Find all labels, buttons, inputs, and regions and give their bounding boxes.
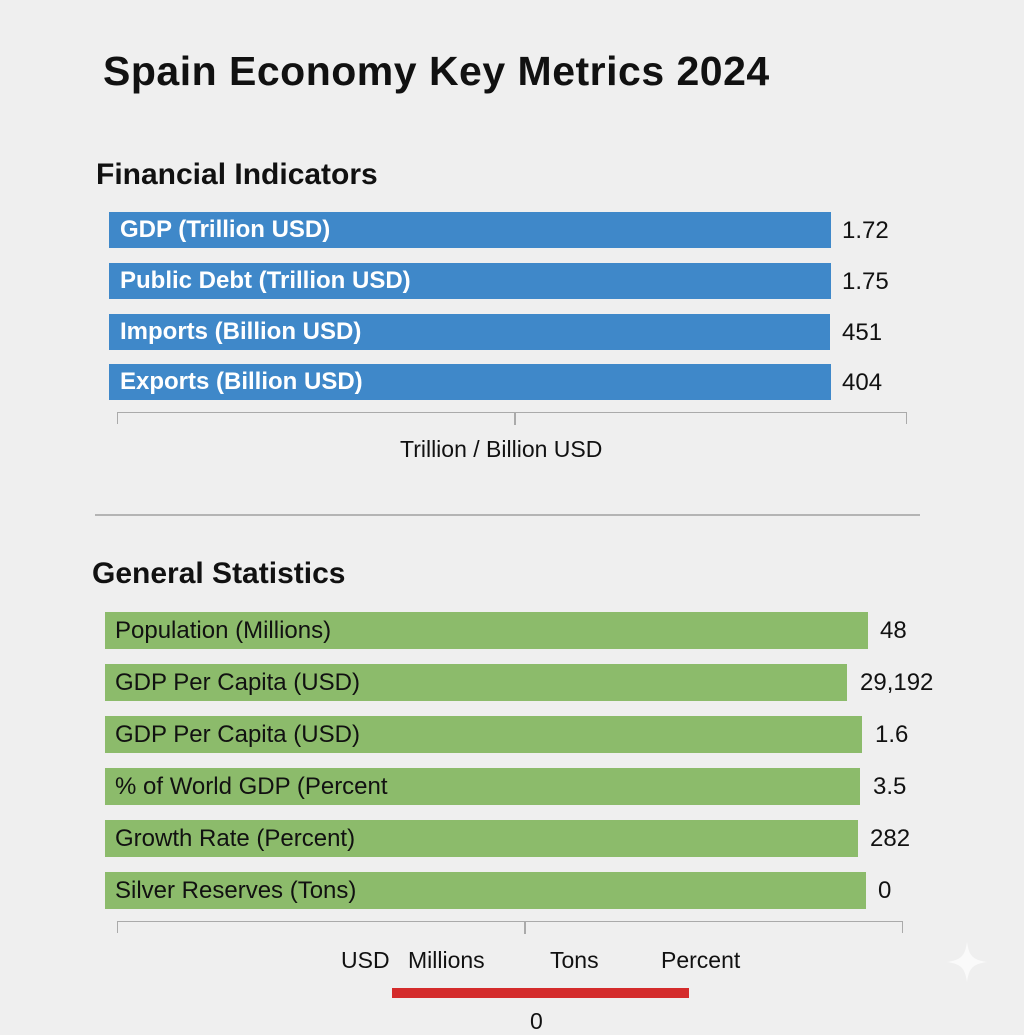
bar: GDP (Trillion USD) — [109, 212, 831, 248]
x-axis-label-millions: Millions — [408, 947, 485, 973]
bar-value-label: 48 — [880, 617, 907, 644]
bar-label: Imports (Billion USD) — [120, 318, 362, 345]
x-axis-label-percent: Percent — [661, 947, 741, 973]
bar: Silver Reserves (Tons) — [105, 872, 866, 909]
axis-tick — [524, 922, 526, 934]
bar-value-label: 1.72 — [842, 217, 889, 244]
bar-label: Population (Millions) — [115, 616, 332, 644]
general-x-axis — [117, 921, 903, 934]
bar: Imports (Billion USD) — [109, 314, 830, 350]
page-title: Spain Economy Key Metrics 2024 — [103, 48, 770, 94]
bar-label: GDP Per Capita (USD) — [115, 668, 360, 696]
axis-tick — [514, 413, 516, 425]
bar-value-label: 1.6 — [875, 721, 909, 748]
bar-label: % of World GDP (Percent — [115, 772, 388, 800]
bar-label: GDP (Trillion USD) — [120, 216, 331, 243]
sparkle-icon — [947, 942, 987, 982]
bar: GDP Per Capita (USD) — [105, 664, 847, 701]
bar: % of World GDP (Percent — [105, 768, 860, 805]
bar: Public Debt (Trillion USD) — [109, 263, 831, 299]
bar-value-label: 404 — [842, 369, 883, 396]
axis-zero-label: 0 — [530, 1008, 543, 1034]
bar-label: Exports (Billion USD) — [120, 368, 363, 395]
general-statistics-title: General Statistics — [92, 557, 346, 590]
bar-value-label: 29,192 — [860, 669, 934, 696]
financial-x-axis — [117, 412, 907, 425]
bar-value-label: 0 — [878, 877, 892, 904]
red-accent-bar — [392, 988, 689, 998]
x-axis-label-usd: USD — [341, 947, 390, 973]
bar: GDP Per Capita (USD) — [105, 716, 862, 753]
bar-value-label: 282 — [870, 825, 911, 852]
bar: Population (Millions) — [105, 612, 868, 649]
x-axis-label-tons: Tons — [550, 947, 599, 973]
bar-label: GDP Per Capita (USD) — [115, 720, 360, 748]
bar-label: Growth Rate (Percent) — [115, 824, 356, 852]
bar: Exports (Billion USD) — [109, 364, 831, 400]
financial-indicators-title: Financial Indicators — [96, 158, 378, 191]
bar-value-label: 1.75 — [842, 268, 889, 295]
bar: Growth Rate (Percent) — [105, 820, 858, 857]
bar-label: Public Debt (Trillion USD) — [120, 267, 411, 294]
section-divider — [95, 514, 920, 516]
bar-value-label: 3.5 — [873, 773, 907, 800]
financial-x-axis-label: Trillion / Billion USD — [400, 436, 603, 462]
bar-value-label: 451 — [842, 319, 883, 346]
bar-label: Silver Reserves (Tons) — [115, 876, 357, 904]
